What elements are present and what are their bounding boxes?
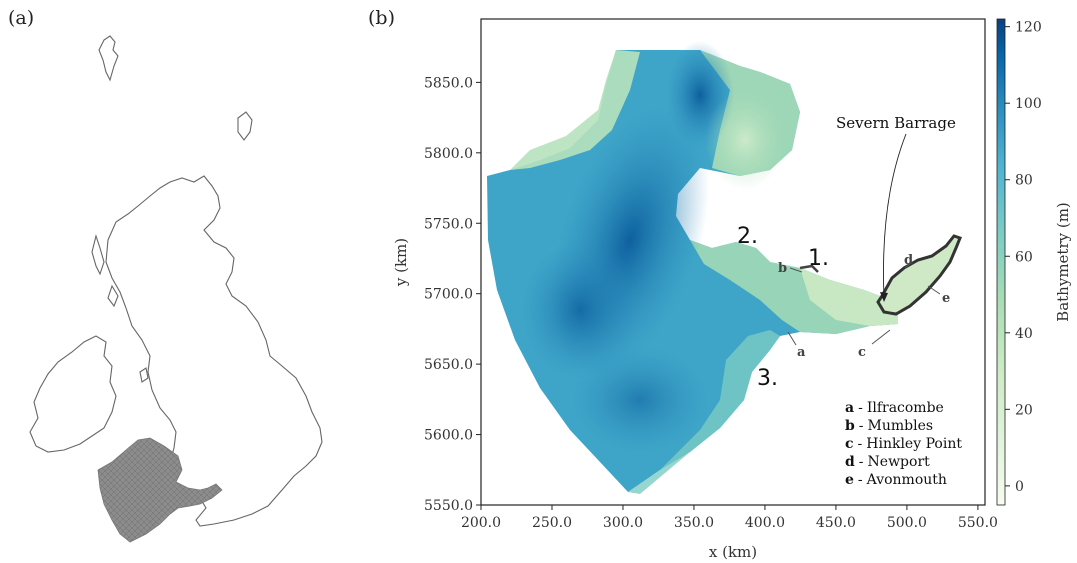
site-letter-e: e [942, 291, 950, 306]
severn-barrage-label: Severn Barrage [836, 114, 956, 132]
x-tick-label: 450.0 [816, 515, 856, 531]
y-tick-label: 5650.0 [424, 357, 473, 373]
x-tick-label: 250.0 [532, 515, 572, 531]
ireland-coastline [29, 335, 117, 453]
colorbar-tick-label: 40 [1015, 326, 1033, 342]
colorbar [996, 18, 1006, 506]
site-letter-a: a [797, 345, 806, 360]
site-letter-b: b [778, 261, 787, 276]
model-mesh-region [97, 437, 223, 543]
legend-row-e: e - Avonmouth [845, 472, 947, 488]
y-axis: 5550.0 5600.0 5650.0 5700.0 5750.0 5800.0 5850… [424, 75, 481, 514]
y-tick-label: 5800.0 [424, 146, 473, 162]
x-axis-title: x (km) [709, 543, 757, 561]
y-tick-label: 5850.0 [424, 75, 473, 91]
y-tick-label: 5600.0 [424, 428, 473, 444]
legend-row-b: b - Mumbles [845, 418, 933, 434]
arrowhead-icon [880, 292, 888, 302]
region-label-3: 3. [757, 366, 778, 391]
shetland-island [98, 35, 119, 82]
colorbar-tick-label: 20 [1015, 402, 1033, 418]
y-axis-title: y (km) [392, 238, 410, 287]
legend-row-c: c - Hinkley Point [845, 436, 962, 452]
colorbar-tick-label: 100 [1015, 96, 1042, 112]
great-britain-coastline [105, 175, 323, 527]
mumbles-coast-mark [799, 264, 819, 273]
legend-row-a: a - Ilfracombe [845, 400, 944, 416]
site-letter-d: d [904, 253, 913, 268]
panel-a-label: (a) [8, 7, 34, 29]
x-tick-label: 200.0 [461, 515, 501, 531]
x-tick-label: 350.0 [674, 515, 714, 531]
x-tick-label: 300.0 [603, 515, 643, 531]
severn-barrage-outline [876, 234, 962, 316]
orkney-island [237, 111, 253, 141]
legend-row-d: d - Newport [845, 454, 930, 470]
site-legend: a - Ilfracombe b - Mumbles c - Hinkley Point d… [845, 400, 962, 488]
inner-hebrides [107, 284, 119, 308]
region-label-1: 1. [808, 246, 829, 271]
colorbar-tick-label: 60 [1015, 249, 1033, 265]
colorbar-tick-label: 0 [1015, 479, 1024, 495]
y-tick-label: 5700.0 [424, 287, 473, 303]
colorbar-title: Bathymetry (m) [1054, 202, 1072, 322]
site-letter-c: c [858, 345, 866, 360]
y-tick-label: 5550.0 [424, 498, 473, 514]
y-tick-label: 5750.0 [424, 216, 473, 232]
colorbar-tick-label: 80 [1015, 173, 1033, 189]
panel-b-label: (b) [368, 7, 395, 29]
hebrides-island [91, 234, 105, 276]
isle-of-man [139, 367, 149, 383]
x-tick-label: 500.0 [887, 515, 927, 531]
site-markers: a b c d e [778, 253, 950, 360]
x-axis: 200.0 250.0 300.0 350.0 400.0 450.0 500.0 550.0 [461, 505, 998, 531]
x-tick-label: 400.0 [745, 515, 785, 531]
uk-outline-map [29, 35, 323, 527]
colorbar-ticks: 0 20 40 60 80 100 120 [1005, 20, 1042, 495]
severn-barrage-arrow [883, 133, 907, 299]
region-label-2: 2. [737, 224, 758, 249]
bathymetry-field [487, 41, 898, 494]
colorbar-tick-label: 120 [1015, 20, 1042, 36]
x-tick-label: 550.0 [958, 515, 998, 531]
